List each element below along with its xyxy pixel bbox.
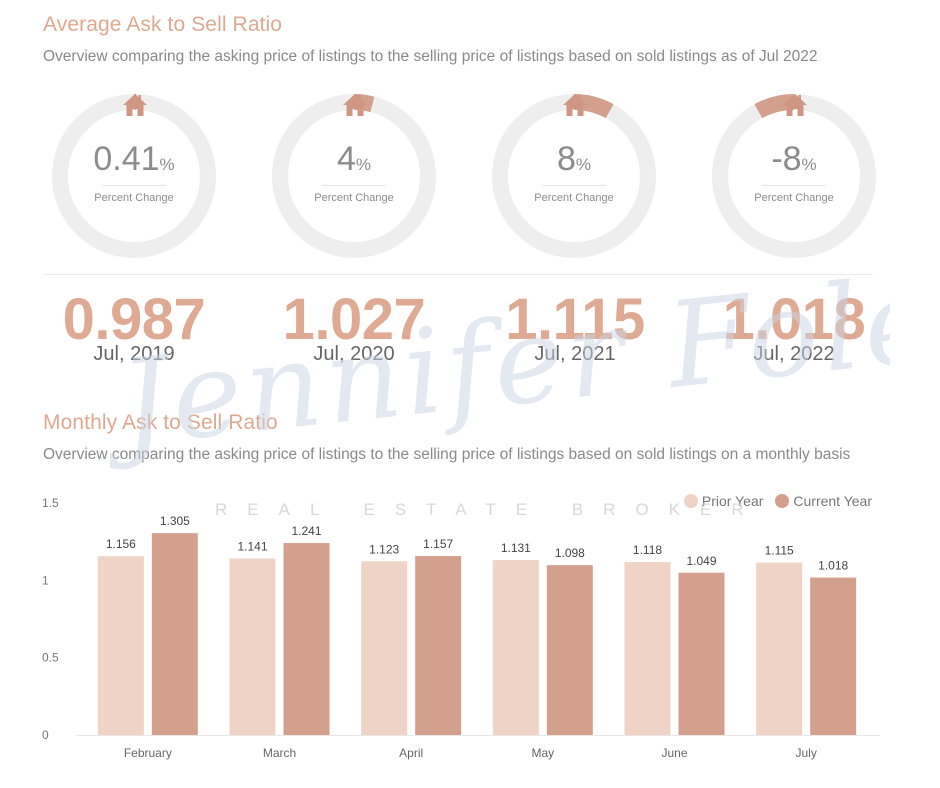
x-tick-label: March xyxy=(263,746,296,760)
yearly-ratio-2020: 1.027 Jul, 2020 xyxy=(244,288,464,366)
bar-current-year xyxy=(415,556,462,735)
bar-data-label: 1.018 xyxy=(818,559,848,573)
legend-label: Current Year xyxy=(793,493,872,509)
bar-data-label: 1.157 xyxy=(423,537,453,551)
ring-label: Percent Change xyxy=(94,192,174,204)
bar-prior-year xyxy=(361,561,408,735)
x-tick-label: July xyxy=(795,746,816,760)
watermark-subtitle: REAL ESTATE BROKER xyxy=(215,500,764,519)
y-tick-label: 0.5 xyxy=(42,651,59,665)
monthly-ratio-bar-chart: 0 0.5 1 1.5 1.156 1.305 February 1.141 1.241 Marc… xyxy=(42,496,880,760)
percent-change-ring-2020: 4% Percent Change xyxy=(270,92,438,260)
bar-prior-year xyxy=(97,556,144,735)
ring-label: Percent Change xyxy=(754,192,834,204)
ring-value: 8% xyxy=(556,140,592,178)
bar-current-year xyxy=(283,543,330,735)
ring-label: Percent Change xyxy=(314,192,394,204)
yearly-ratio-2022: 1.018 Jul, 2022 xyxy=(684,288,904,366)
house-icon xyxy=(782,92,808,118)
chart-legend: Prior Year Current Year xyxy=(683,493,872,509)
bar-data-label: 1.049 xyxy=(686,554,716,568)
house-icon xyxy=(122,92,148,118)
percent-change-ring-2022: -8% Percent Change xyxy=(710,92,878,260)
y-tick-label: 1.5 xyxy=(42,496,59,510)
bar-data-label: 1.098 xyxy=(555,546,585,560)
bar-data-label: 1.131 xyxy=(501,541,531,555)
legend-label: Prior Year xyxy=(701,493,764,509)
yearly-ratio-value: 1.115 xyxy=(505,287,645,352)
x-tick-label: May xyxy=(531,746,554,760)
bar-current-year xyxy=(678,572,725,735)
percent-change-ring-2021: 8% Percent Change xyxy=(490,92,658,260)
house-icon xyxy=(562,92,588,118)
legend-item-current-year: Current Year xyxy=(775,493,872,509)
yearly-ratio-label: Jul, 2022 xyxy=(753,343,835,365)
bar-current-year xyxy=(810,577,857,735)
ring-divider xyxy=(762,185,826,186)
yearly-ratio-value: 1.018 xyxy=(722,287,866,352)
yearly-ratio-label: Jul, 2020 xyxy=(313,343,395,365)
legend-swatch xyxy=(683,494,698,508)
bar-data-label: 1.305 xyxy=(160,514,190,528)
bar-prior-year xyxy=(756,562,803,735)
ring-divider xyxy=(322,185,386,186)
ask-sell-ratio-description: Overview comparing the asking price of l… xyxy=(43,48,818,65)
legend-swatch xyxy=(775,494,790,508)
ring-value: 0.41% xyxy=(93,140,175,178)
house-icon xyxy=(342,92,368,118)
yearly-ratio-label: Jul, 2021 xyxy=(534,343,616,365)
x-tick-label: February xyxy=(124,746,172,760)
monthly-ratio-title: Monthly Ask to Sell Ratio xyxy=(43,411,278,434)
ask-sell-ratio-title: Average Ask to Sell Ratio xyxy=(43,13,283,36)
bar-current-year xyxy=(151,533,198,735)
bar-data-label: 1.241 xyxy=(291,524,321,538)
bar-data-label: 1.123 xyxy=(369,542,399,556)
ring-value: -8% xyxy=(771,140,817,178)
yearly-ratio-value: 0.987 xyxy=(62,287,206,352)
x-tick-label: June xyxy=(661,746,687,760)
yearly-ratio-2021: 1.115 Jul, 2021 xyxy=(465,288,685,366)
y-tick-label: 1 xyxy=(42,573,49,587)
bar-prior-year xyxy=(624,562,671,735)
ring-value: 4% xyxy=(336,140,372,178)
bar-prior-year xyxy=(492,560,539,735)
ring-divider xyxy=(542,185,606,186)
percent-change-ring-2019: 0.41% Percent Change xyxy=(50,92,218,260)
legend-item-prior-year: Prior Year xyxy=(683,493,764,509)
bar-prior-year xyxy=(229,558,276,735)
yearly-ratio-label: Jul, 2019 xyxy=(93,343,175,365)
bar-data-label: 1.115 xyxy=(765,544,794,558)
bar-data-label: 1.156 xyxy=(106,537,136,551)
monthly-ratio-description: Overview comparing the asking price of l… xyxy=(43,446,851,463)
y-tick-label: 0 xyxy=(42,728,49,742)
ring-label: Percent Change xyxy=(534,192,614,204)
yearly-ratio-value: 1.027 xyxy=(282,287,426,352)
bar-data-label: 1.118 xyxy=(633,543,662,557)
x-tick-label: April xyxy=(399,746,423,760)
yearly-ratio-2019: 0.987 Jul, 2019 xyxy=(24,288,244,366)
bar-data-label: 1.141 xyxy=(237,540,267,554)
bar-current-year xyxy=(546,565,593,735)
section-divider xyxy=(43,274,873,275)
ring-divider xyxy=(102,185,166,186)
